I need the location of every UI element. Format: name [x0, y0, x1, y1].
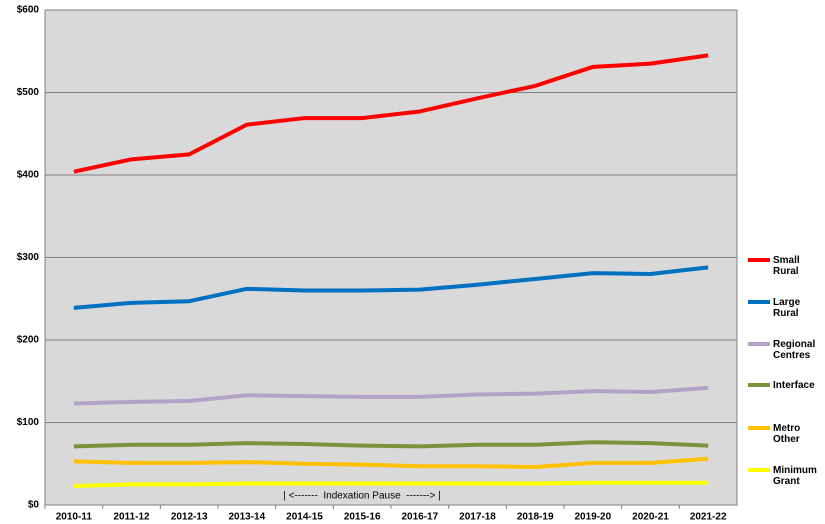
x-tick-label: 2014-15 [286, 512, 323, 523]
series-line [73, 53, 709, 174]
x-tick-label: 2013-14 [228, 512, 265, 523]
x-tick-label: 2011-12 [113, 512, 150, 523]
x-tick-label: 2021-22 [690, 512, 727, 523]
annotation: | <------- Indexation Pause -------> | [283, 491, 440, 502]
legend-label: Large Rural [773, 297, 801, 319]
x-tick-label: 2016-17 [401, 512, 438, 523]
legend-label: Metro Other [773, 423, 800, 445]
x-tick-label: 2010-11 [56, 512, 93, 523]
x-tick-label: 2020-21 [632, 512, 669, 523]
x-tick-label: 2015-16 [344, 512, 381, 523]
x-tick-label: 2017-18 [459, 512, 496, 523]
y-tick-label: $200 [17, 335, 40, 346]
y-tick-label: $0 [28, 500, 40, 511]
legend-label: Small Rural [773, 255, 800, 277]
series-line [73, 385, 709, 406]
x-tick-label: 2018-19 [517, 512, 554, 523]
legend-label: Regional Centres [773, 339, 815, 361]
series-line [73, 480, 709, 489]
y-tick-label: $500 [17, 87, 40, 98]
y-tick-label: $100 [17, 417, 40, 428]
y-tick-label: $300 [17, 252, 40, 263]
legend-label: Minimum Grant [773, 465, 817, 487]
series-line [73, 456, 709, 470]
series-line [73, 440, 709, 449]
series-line [73, 265, 709, 310]
y-tick-label: $400 [17, 170, 40, 181]
x-tick-label: 2019-20 [574, 512, 611, 523]
x-tick-label: 2012-13 [171, 512, 208, 523]
legend-label: Interface [773, 380, 815, 391]
y-tick-label: $600 [17, 5, 40, 16]
